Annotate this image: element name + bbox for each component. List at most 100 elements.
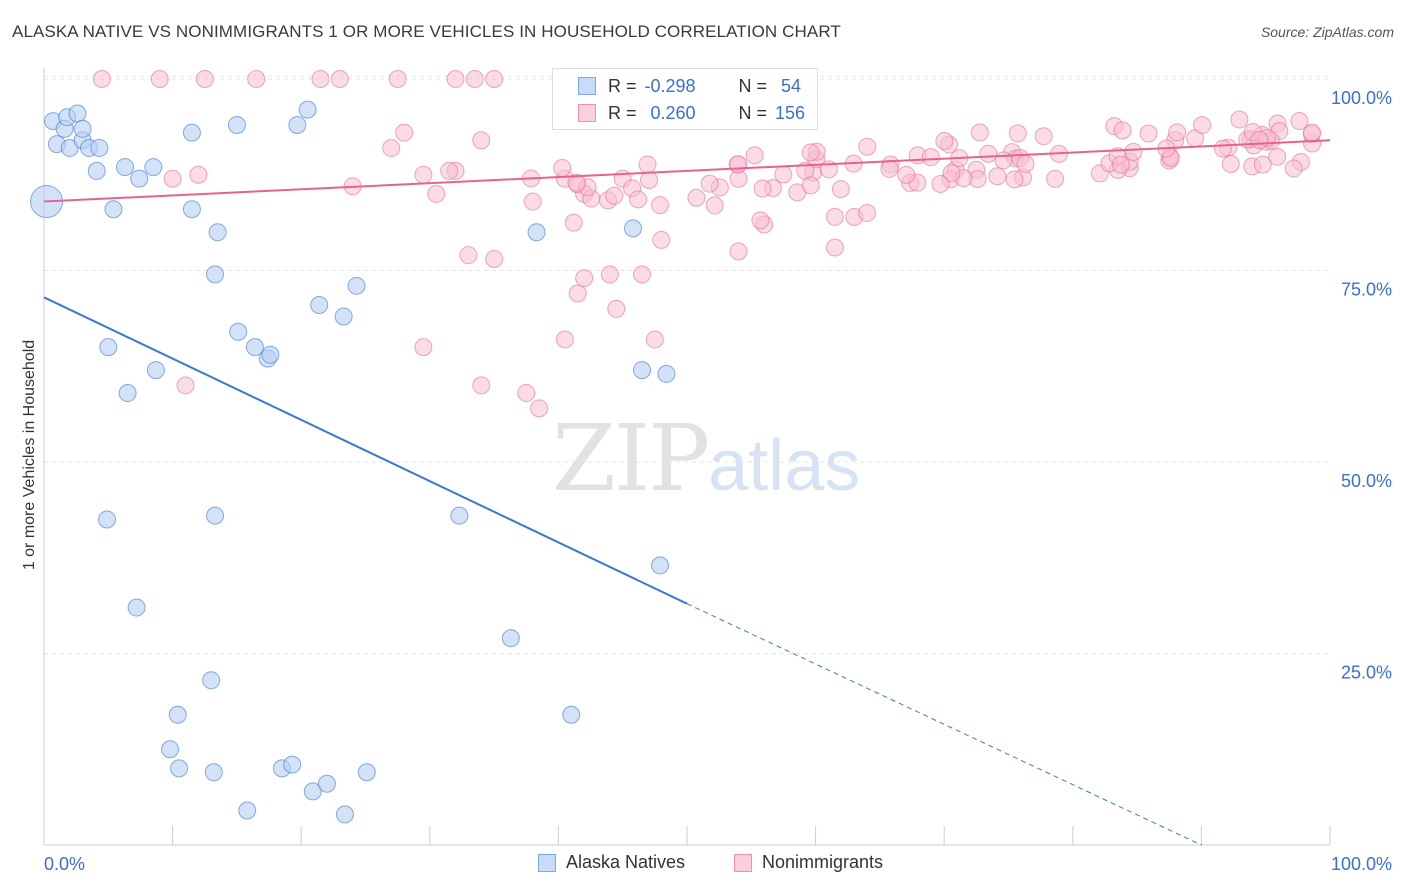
nonimmigrant-point [517, 384, 536, 403]
alaska-native-point [357, 763, 376, 782]
nonimmigrant-point [801, 176, 820, 195]
nonimmigrant-trendline [43, 139, 1331, 203]
nonimmigrant-point [687, 188, 706, 207]
alaska-native-point [527, 223, 546, 242]
nonimmigrant-point [629, 190, 648, 209]
alaska-native-point [206, 265, 225, 284]
alaska-native-point [657, 364, 676, 383]
nonimmigrant-point [774, 165, 793, 184]
alaska-native-point [98, 510, 117, 529]
alaska-native-point [298, 100, 317, 119]
nonimmigrant-point [1124, 142, 1143, 161]
alaska-native-point [130, 169, 149, 188]
nonimmigrant-point [1113, 121, 1132, 140]
alaska-native-point [161, 740, 180, 759]
nonimmigrant-point [1193, 116, 1212, 135]
nonimmigrant-point [189, 165, 208, 184]
alaska-native-point [450, 506, 469, 525]
legend-n-value: 156 [775, 102, 806, 123]
nonimmigrant-point [652, 230, 671, 249]
nonimmigrant-point [92, 70, 111, 88]
stats-legend: R = -0.298 N = 54 R = 0.260 N = 156 [552, 68, 818, 130]
nonimmigrant-point [979, 144, 998, 163]
nonimmigrant-point [459, 246, 478, 265]
watermark-atlas: atlas [708, 426, 861, 506]
alaska-native-point [118, 384, 137, 403]
legend-r-label: R = [608, 102, 637, 123]
alaska-native-point [104, 200, 123, 219]
nonimmigrant-point [745, 146, 764, 165]
nonimmigrant-point [1268, 147, 1287, 166]
nonimmigrant-point [485, 70, 504, 88]
alaska-native-point [562, 705, 581, 724]
nonimmigrant-point [921, 148, 940, 167]
alaska-native-point [68, 104, 87, 123]
alaska-native-point [347, 276, 366, 295]
series-label-nonimmigrants: Nonimmigrants [762, 852, 884, 872]
nonimmigrant-point [555, 330, 574, 349]
nonimmigrant-point [523, 192, 542, 211]
y-tick-label: 50.0% [1341, 471, 1392, 491]
x-tick-label-min: 0.0% [44, 854, 85, 874]
nonimmigrant-point [638, 155, 657, 174]
alaska-native-point [116, 158, 135, 177]
chart-title: ALASKA NATIVE VS NONIMMIGRANTS 1 OR MORE… [12, 22, 841, 41]
series-legend-alaska[interactable]: Alaska Natives [538, 852, 685, 873]
nonimmigrant-point [1016, 154, 1035, 173]
nonimmigrant-point [395, 123, 414, 142]
chart-source: Source: ZipAtlas.com [1260, 24, 1394, 40]
alaska-native-point [168, 705, 187, 724]
alaska-trendline [43, 296, 688, 605]
y-tick-label: 100.0% [1331, 88, 1392, 108]
nonimmigrant-point [831, 180, 850, 199]
alaska-native-point [99, 338, 118, 357]
nonimmigrant-point [382, 138, 401, 157]
alaska-native-point [245, 338, 264, 357]
alaska-native-point [146, 361, 165, 380]
nonimmigrant-point [645, 330, 664, 349]
nonimmigrant-point [880, 159, 899, 178]
series-label-alaska: Alaska Natives [566, 852, 686, 872]
nonimmigrant-point [427, 184, 446, 203]
nonimmigrant-point [935, 131, 954, 150]
nonimmigrant-point [465, 70, 484, 88]
nonimmigrant-point [825, 238, 844, 257]
nonimmigrant-point [1284, 159, 1303, 178]
x-tick-label-max: 100.0% [1331, 854, 1392, 874]
nonimmigrant-point [575, 269, 594, 288]
y-tick-label: 25.0% [1341, 663, 1392, 683]
nonimmigrant-point [970, 123, 989, 142]
nonimmigrant-point [1111, 155, 1130, 174]
alaska-native-point [144, 158, 163, 177]
alaska-native-point [650, 556, 669, 575]
alaska-native-point [87, 161, 106, 180]
nonimmigrant-point [1034, 127, 1053, 146]
nonimmigrant-point [567, 173, 586, 192]
nonimmigrant-point [607, 299, 626, 318]
series-swatch-blue [538, 853, 556, 872]
nonimmigrant-point [414, 338, 433, 357]
series-swatch-pink [734, 853, 752, 872]
nonimmigrant-point [485, 250, 504, 269]
nonimmigrant-point [858, 204, 877, 223]
nonimmigrant-point [446, 70, 465, 88]
nonimmigrant-point [1213, 139, 1232, 158]
nonimmigrant-point [1221, 155, 1240, 174]
nonimmigrant-point [897, 165, 916, 184]
nonimmigrant-point [195, 70, 214, 88]
alaska-native-point [90, 138, 109, 157]
alaska-native-point [334, 307, 353, 326]
nonimmigrant-point [942, 164, 961, 183]
alaska-native-point [501, 629, 520, 648]
legend-r-value: -0.298 [644, 75, 696, 96]
nonimmigrant-point [700, 174, 719, 193]
nonimmigrant-point [753, 179, 772, 198]
series-legend-nonimmigrants[interactable]: Nonimmigrants [734, 852, 883, 873]
legend-n-label: N = [738, 75, 768, 96]
nonimmigrant-point [729, 155, 748, 174]
alaska-native-point [283, 755, 302, 774]
nonimmigrant-point [311, 70, 330, 88]
alaska-native-point [73, 119, 92, 138]
nonimmigrant-point [1168, 123, 1187, 142]
nonimmigrant-point [1046, 169, 1065, 188]
